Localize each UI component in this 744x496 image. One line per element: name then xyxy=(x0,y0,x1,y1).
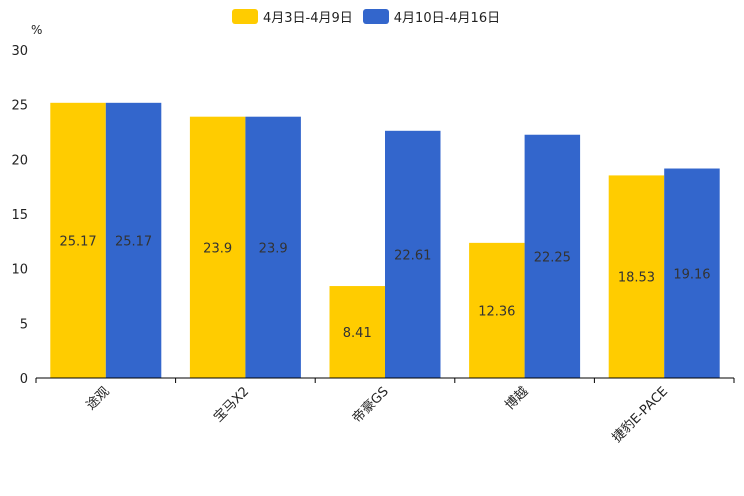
legend-item-series-2[interactable]: 4月10日-4月16日 xyxy=(362,7,501,26)
data-label-series-1: 23.9 xyxy=(203,241,232,256)
legend-label-series-1: 4月3日-4月9日 xyxy=(263,11,353,26)
y-tick-label: 5 xyxy=(20,317,28,332)
data-label-series-2: 22.25 xyxy=(534,250,571,265)
bar-series-2 xyxy=(245,116,301,379)
data-label-series-2: 25.17 xyxy=(115,234,152,249)
bar-series-2 xyxy=(105,102,162,379)
legend: 4月3日-4月9日 4月10日-4月16日 xyxy=(232,7,500,26)
data-label-series-1: 18.53 xyxy=(618,271,655,286)
data-label-series-1: 8.41 xyxy=(343,326,372,341)
bar-series-2 xyxy=(664,168,720,378)
y-tick-label: 10 xyxy=(11,263,28,278)
y-tick-label: 25 xyxy=(11,99,28,114)
legend-item-series-1[interactable]: 4月3日-4月9日 xyxy=(232,7,353,26)
data-label-series-2: 22.61 xyxy=(394,248,431,263)
y-tick-label: 30 xyxy=(11,44,28,59)
y-tick-label: 0 xyxy=(20,372,28,387)
x-tick-label: 捷豹E-PACE xyxy=(610,384,671,445)
y-tick-label: 15 xyxy=(11,208,28,223)
data-label-series-2: 23.9 xyxy=(259,241,288,256)
x-tick-label: 途观 xyxy=(83,384,113,414)
y-axis-unit-label: % xyxy=(31,23,42,37)
legend-swatch-series-1 xyxy=(232,9,258,24)
bar-series-1 xyxy=(329,286,385,378)
data-label-series-1: 25.17 xyxy=(59,234,96,249)
x-tick-label: 帝豪GS xyxy=(349,384,392,427)
bar-series-1 xyxy=(50,102,106,379)
x-tick-label: 宝马X2 xyxy=(211,384,252,425)
bar-series-1 xyxy=(189,116,246,379)
legend-label-series-2: 4月10日-4月16日 xyxy=(393,11,501,26)
y-tick-label: 20 xyxy=(11,153,28,168)
data-label-series-1: 12.36 xyxy=(478,304,515,319)
bar-series-1 xyxy=(608,175,665,378)
bar-series-2 xyxy=(524,134,581,378)
bar-series-2 xyxy=(385,130,441,378)
data-label-series-2: 19.16 xyxy=(673,267,710,282)
legend-swatch-series-2 xyxy=(362,9,389,24)
bar-series-1 xyxy=(469,242,525,378)
x-tick-label: 博越 xyxy=(502,384,531,413)
